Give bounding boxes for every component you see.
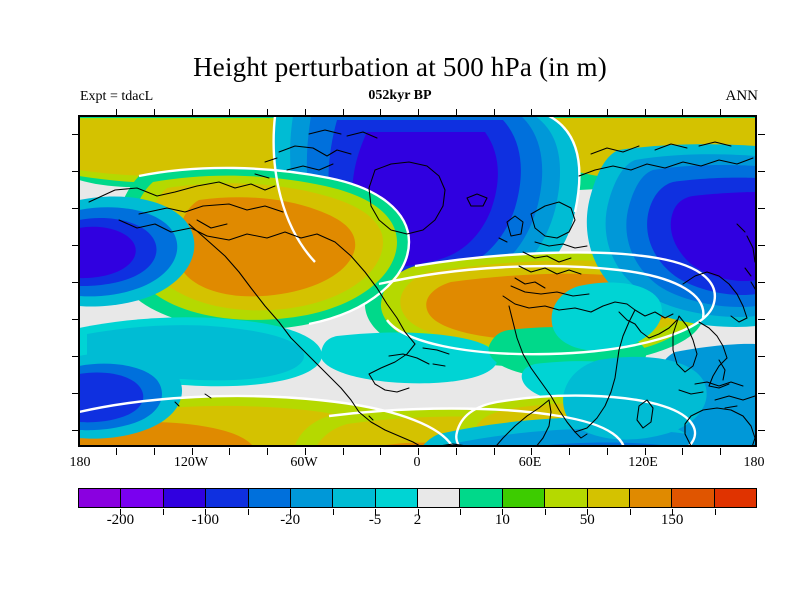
colorbar-cell <box>629 489 673 507</box>
x-tick-label-180e: 180 <box>743 455 765 470</box>
coastlines <box>88 129 756 446</box>
colorbar-cell <box>672 489 715 507</box>
colorbar-cell <box>545 489 588 507</box>
chart-subtitle: 052kyr BP <box>368 88 432 103</box>
page-title: Height perturbation at 500 hPa (in m) <box>193 52 607 82</box>
zero-contour-lines <box>79 116 716 446</box>
colorbar-tick-label: 10 <box>494 512 510 528</box>
colorbar-tick-label: 2 <box>413 512 422 528</box>
colorbar-cell <box>714 489 756 507</box>
colorbar-tick-label: 150 <box>660 512 684 528</box>
colorbar-tick <box>587 509 589 515</box>
colorbar-tick <box>459 509 461 515</box>
colorbar-cell <box>460 489 503 507</box>
colorbar-tick <box>332 509 334 515</box>
colorbar-cell <box>79 489 122 507</box>
colorbar-cell <box>375 489 418 507</box>
colorbar-tick <box>417 509 419 515</box>
season-label: ANN <box>725 88 759 104</box>
colorbar-cell <box>163 489 207 507</box>
colorbar-tick <box>502 509 504 515</box>
colorbar-tick-label: 50 <box>579 512 595 528</box>
colorbar-cell <box>333 489 376 507</box>
colorbar-ticks <box>78 509 757 515</box>
experiment-label: Expt = tdacL <box>80 89 154 104</box>
colorbar-tick <box>375 509 377 515</box>
colorbar <box>78 488 757 508</box>
colorbar-cell <box>587 489 630 507</box>
contour-fills <box>79 116 756 446</box>
colorbar-tick-label: -200 <box>106 512 135 528</box>
x-tick-label-60w: 60W <box>290 455 318 470</box>
map-plot-area <box>72 109 765 455</box>
colorbar-tick <box>205 509 207 515</box>
colorbar-tick-label: -5 <box>368 512 382 528</box>
colorbar-tick <box>162 509 164 515</box>
x-tick-label-0: 0 <box>413 455 421 470</box>
colorbar-cell <box>121 489 164 507</box>
colorbar-cell <box>502 489 546 507</box>
colorbar-tick <box>672 509 674 515</box>
colorbar-tick <box>247 509 249 515</box>
colorbar-cell <box>290 489 334 507</box>
colorbar-tick <box>290 509 292 515</box>
x-tick-label-120w: 120W <box>173 455 209 470</box>
x-tick-label-120e: 120E <box>628 455 658 470</box>
colorbar-tick-label: -20 <box>280 512 301 528</box>
colorbar-tick <box>120 509 122 515</box>
x-tick-label-60e: 60E <box>518 455 542 470</box>
x-tick-label-180w: 180 <box>69 455 91 470</box>
colorbar-tick <box>629 509 631 515</box>
colorbar-tick <box>714 509 716 515</box>
colorbar-tick-label: -100 <box>191 512 220 528</box>
colorbar-cell <box>418 489 461 507</box>
colorbar-cell <box>248 489 291 507</box>
colorbar-tick <box>544 509 546 515</box>
contour-map <box>79 116 756 446</box>
colorbar-cell <box>206 489 249 507</box>
